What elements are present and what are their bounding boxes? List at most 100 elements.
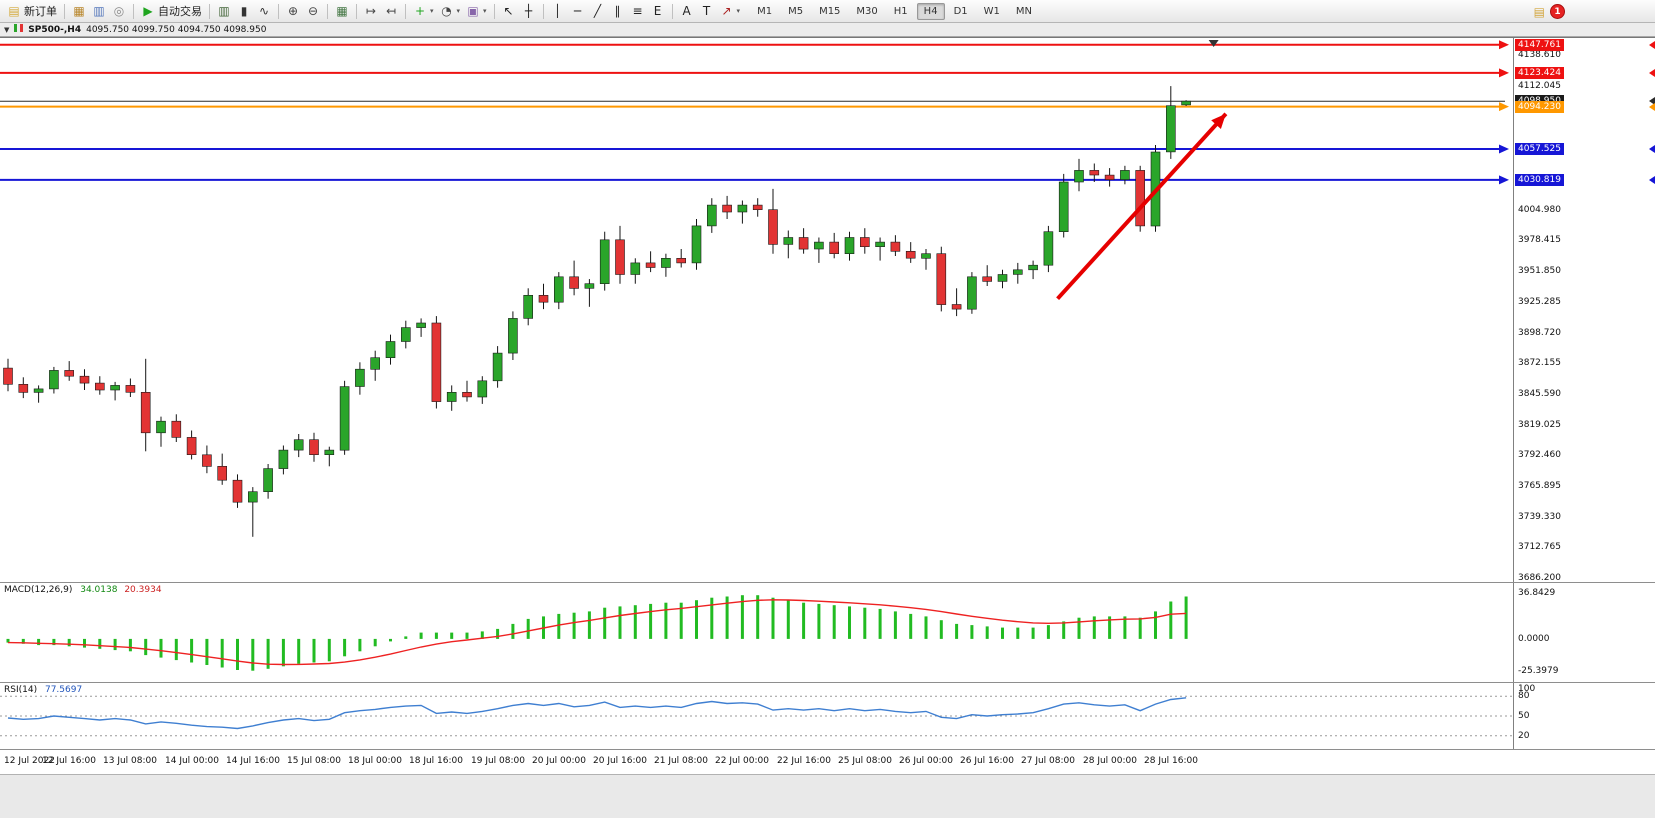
candle-body: [569, 276, 579, 289]
candle-body: [79, 375, 90, 384]
candle-body: [1181, 100, 1191, 106]
arrows-tool-icon[interactable]: ↗ ▾: [717, 2, 744, 21]
dropdown-arrow-icon[interactable]: ▾: [430, 7, 434, 15]
fibonacci-icon[interactable]: ≡: [628, 2, 648, 21]
bar-chart-icon[interactable]: ▥: [214, 2, 234, 21]
chart-type-mini-icon: [14, 24, 24, 35]
candle-body: [125, 385, 136, 393]
add-indicator-button[interactable]: + ▾: [410, 2, 437, 21]
candle-body: [875, 241, 885, 248]
candlestick-plot[interactable]: [0, 38, 1513, 582]
line-right-edge-marker: [1649, 103, 1655, 111]
price-line-arrowhead: [1499, 68, 1509, 78]
candle-body: [385, 341, 396, 359]
candle-body: [156, 420, 166, 434]
candle-body: [278, 449, 289, 469]
candle-body: [171, 420, 182, 438]
chart-window-icon[interactable]: ▦: [69, 2, 89, 21]
candle-body: [905, 251, 916, 259]
equidistant-channel-icon: ∥: [614, 4, 621, 18]
equidistant-channel-icon[interactable]: ∥: [608, 2, 628, 21]
macd-main-value: 34.0138: [80, 585, 118, 595]
candle-body: [829, 241, 840, 255]
text-icon: A: [682, 4, 691, 18]
periods-button[interactable]: ◔ ▾: [437, 2, 464, 21]
chart-shift-marker: [1208, 40, 1219, 47]
timeframe-D1-button[interactable]: D1: [953, 5, 968, 17]
new-order-button[interactable]: ▤ 新订单: [4, 2, 60, 21]
ellipse-icon[interactable]: E: [648, 2, 668, 21]
timeframe-W1-button[interactable]: W1: [983, 5, 1000, 17]
new-order-button-label: 新订单: [24, 5, 57, 18]
timeframe-H4-button[interactable]: H4: [916, 2, 945, 20]
candle-body: [416, 322, 426, 328]
auto-scroll-icon[interactable]: ↦: [361, 2, 381, 21]
candle-body: [95, 382, 105, 391]
chart-ohlc-values: 4095.750 4099.750 4094.750 4098.950: [86, 24, 267, 35]
text-icon[interactable]: A: [677, 2, 697, 21]
candle-body: [615, 239, 625, 275]
rsi-scale[interactable]: 100 80 50 20: [1513, 683, 1655, 749]
dropdown-arrow-icon[interactable]: ▾: [483, 7, 487, 15]
candle-body: [1089, 170, 1100, 176]
new-order-button: ▤: [8, 4, 20, 18]
chart-titlebar: ▼ SP500-,H4 4095.750 4099.750 4094.750 4…: [0, 23, 1655, 37]
zoom-in-icon[interactable]: ⊕: [283, 2, 303, 21]
candle-body: [232, 479, 243, 503]
macd-scale[interactable]: 36.8429 0.0000 -25.3979: [1513, 583, 1655, 682]
candle-body: [33, 388, 44, 393]
text-label-icon[interactable]: T: [697, 2, 717, 21]
toolbar-separator: [542, 3, 544, 19]
chart-shift-icon[interactable]: ↤: [381, 2, 401, 21]
rsi-label: RSI(14) 77.5697: [4, 685, 82, 695]
time-axis[interactable]: 12 Jul 2022 12 Jul 16:00 13 Jul 08:00 14 Ju…: [0, 749, 1655, 774]
toolbar-separator: [405, 3, 406, 19]
price-scale[interactable]: 4138.610 4112.045 4004.980 3978.415 3951.850…: [1513, 38, 1655, 583]
dropdown-arrow-icon[interactable]: ▾: [736, 7, 741, 15]
timeframe-MN-button[interactable]: MN: [1015, 5, 1032, 17]
line-chart-icon[interactable]: ∿: [254, 2, 274, 21]
candle-body: [737, 204, 748, 213]
auto-trading-button[interactable]: ▶ 自动交易: [138, 2, 205, 21]
templates-button[interactable]: ▣ ▾: [463, 2, 490, 21]
vertical-line-icon[interactable]: │: [548, 2, 568, 21]
navigator-icon[interactable]: ◎: [109, 2, 129, 21]
profiles-icon[interactable]: ▥: [89, 2, 109, 21]
dropdown-arrow-icon[interactable]: ▾: [456, 7, 461, 15]
line-right-edge-marker: [1649, 97, 1655, 105]
candle-body: [1104, 174, 1115, 181]
crosshair-icon[interactable]: ┼: [519, 2, 539, 21]
candle-body: [263, 468, 273, 493]
main-chart-window: 4138.610 4112.045 4004.980 3978.415 3951.850…: [0, 37, 1655, 583]
timeframe-M1-button[interactable]: M1: [757, 5, 773, 17]
toolbar-separator: [356, 3, 357, 19]
trend-arrow-annotation: [1056, 112, 1228, 301]
candlestick-chart-icon[interactable]: ▮: [234, 2, 254, 21]
candle-body: [661, 258, 671, 268]
candle-body: [706, 204, 717, 227]
price-tick-label: 3686.200: [1518, 573, 1561, 583]
chart-window-icon: ▦: [73, 4, 85, 18]
tile-windows-icon[interactable]: ▦: [332, 2, 352, 21]
notification-badge[interactable]: 1: [1550, 4, 1565, 19]
chart-list-dropdown-icon[interactable]: ▼: [4, 25, 10, 34]
timeframe-M5-button[interactable]: M5: [788, 5, 804, 17]
trend-arrow-head: [1211, 113, 1226, 129]
price-tick-label: 3819.025: [1518, 420, 1561, 430]
candle-body: [645, 262, 656, 268]
timeframe-M15-button[interactable]: M15: [819, 5, 841, 17]
horizontal-line-icon[interactable]: ─: [568, 2, 588, 21]
profiles-icon: ▥: [93, 4, 105, 18]
time-axis-label: 18 Jul 16:00: [409, 756, 463, 766]
cursor-icon[interactable]: ↖: [499, 2, 519, 21]
timeframe-M30-button[interactable]: M30: [856, 5, 878, 17]
rsi-plot[interactable]: [0, 683, 1513, 749]
candle-body: [676, 258, 687, 264]
macd-plot[interactable]: [0, 583, 1513, 682]
news-icon[interactable]: ▤: [1533, 4, 1545, 19]
timeframe-H1-button[interactable]: H1: [893, 5, 908, 17]
candle-body: [1012, 269, 1023, 275]
trendline-icon[interactable]: ╱: [588, 2, 608, 21]
candle-body: [492, 352, 503, 382]
zoom-out-icon[interactable]: ⊖: [303, 2, 323, 21]
